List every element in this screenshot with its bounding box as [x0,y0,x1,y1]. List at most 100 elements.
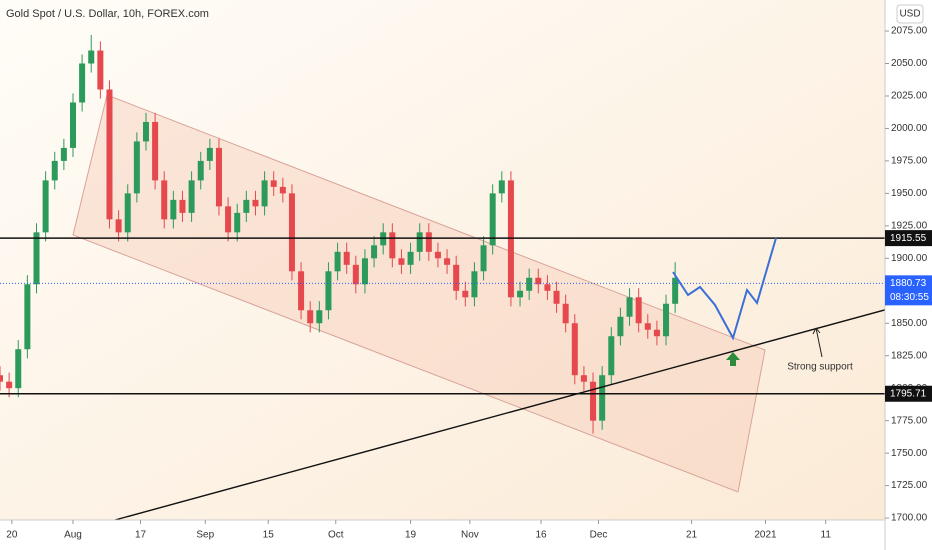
candle-body [416,232,423,252]
candle-body [517,290,524,298]
y-tick-label: 1950.00 [891,188,928,199]
candle-body [498,180,505,194]
candle-body [97,50,104,90]
candle-body [215,147,222,207]
candle-body [380,232,387,246]
candle-body [489,193,496,246]
candle-body [663,303,670,337]
candle-body [225,206,232,233]
candle-body [307,310,314,324]
candle-body [672,277,679,304]
candle-body [599,375,606,421]
projection-path [672,237,777,341]
candle-body [170,199,177,220]
plot-background [0,0,885,520]
level-label: 1795.71 [890,388,927,399]
candle-body [352,264,359,285]
candle-body [434,251,441,259]
candle-body [161,180,168,220]
price-axis [885,0,932,550]
annotation-text: Strong support [787,362,853,373]
chart-title: Gold Spot / U.S. Dollar, 10h, FOREX.com [6,8,209,20]
candle-body [60,147,67,161]
candle-body [106,89,113,220]
y-tick-label: 1975.00 [891,156,928,167]
candle-body [15,349,22,389]
candle-body [124,193,131,233]
y-tick-label: 2075.00 [891,26,928,37]
candle-body [79,63,86,103]
candle-body [398,258,405,265]
level-tag [885,230,932,247]
support-trendline [114,296,932,521]
x-tick-label: 19 [405,530,417,541]
candle-body [270,180,277,187]
candle-body [33,232,40,285]
candle-body [325,271,332,311]
x-tick-label: 2021 [754,530,777,541]
candle-body [580,375,587,382]
candle-body [279,186,286,194]
x-tick-label: 15 [263,530,275,541]
candle-body [0,375,3,382]
y-tick-label: 2000.00 [891,123,928,134]
y-tick-label: 1825.00 [891,350,928,361]
candle-body [197,160,204,181]
currency-button[interactable] [896,4,924,24]
candle-body [407,251,414,265]
x-tick-label: Sep [196,530,214,541]
candle-body [24,284,31,350]
up-arrow-icon [726,352,740,366]
candle-body [133,141,140,194]
candle-body [544,284,551,291]
candle-body [562,303,569,324]
candle-body [234,212,241,233]
candle-body [571,323,578,376]
currency-label[interactable]: USD [899,9,920,20]
candle-body [142,121,149,142]
y-tick-label: 1925.00 [891,220,928,231]
candle-body [42,180,49,233]
x-tick-label: Dec [590,530,608,541]
candle-body [553,290,560,304]
candle-body [316,310,323,324]
candle-body [298,271,305,311]
countdown-label: 08:30:55 [890,292,929,303]
candle-body [453,264,460,291]
candle-body [507,180,514,298]
x-tick-label: 17 [135,530,147,541]
x-tick-label: 21 [686,530,698,541]
candle-body [152,121,159,181]
last-price-label: 1880.73 [890,278,927,289]
x-tick-label: Aug [64,530,82,541]
y-tick-label: 1850.00 [891,318,928,329]
candle-body [425,232,432,252]
x-tick-label: Nov [461,530,479,541]
candle-body [179,199,186,213]
candle-body [608,336,615,376]
x-tick-label: 16 [535,530,547,541]
y-tick-label: 1775.00 [891,415,928,426]
candle-body [188,180,195,213]
annotation-arrow [812,327,823,358]
x-tick-label: 20 [6,530,18,541]
y-tick-label: 2050.00 [891,58,928,69]
candle-body [343,251,350,265]
y-tick-label: 2025.00 [891,91,928,102]
candle-body [626,297,633,317]
candle-body [444,258,451,265]
y-tick-label: 1700.00 [891,513,928,524]
candle-body [243,199,250,213]
candle-body [617,316,624,337]
candle-body [288,193,295,272]
candle-body [51,160,58,181]
y-tick-label: 1900.00 [891,253,928,264]
candle-body [526,277,533,291]
candle-body [535,277,542,285]
x-tick-label: 11 [821,530,832,541]
candle-body [590,381,597,421]
candle-body [462,290,469,298]
candle-body [653,329,660,337]
candle-body [261,180,268,207]
